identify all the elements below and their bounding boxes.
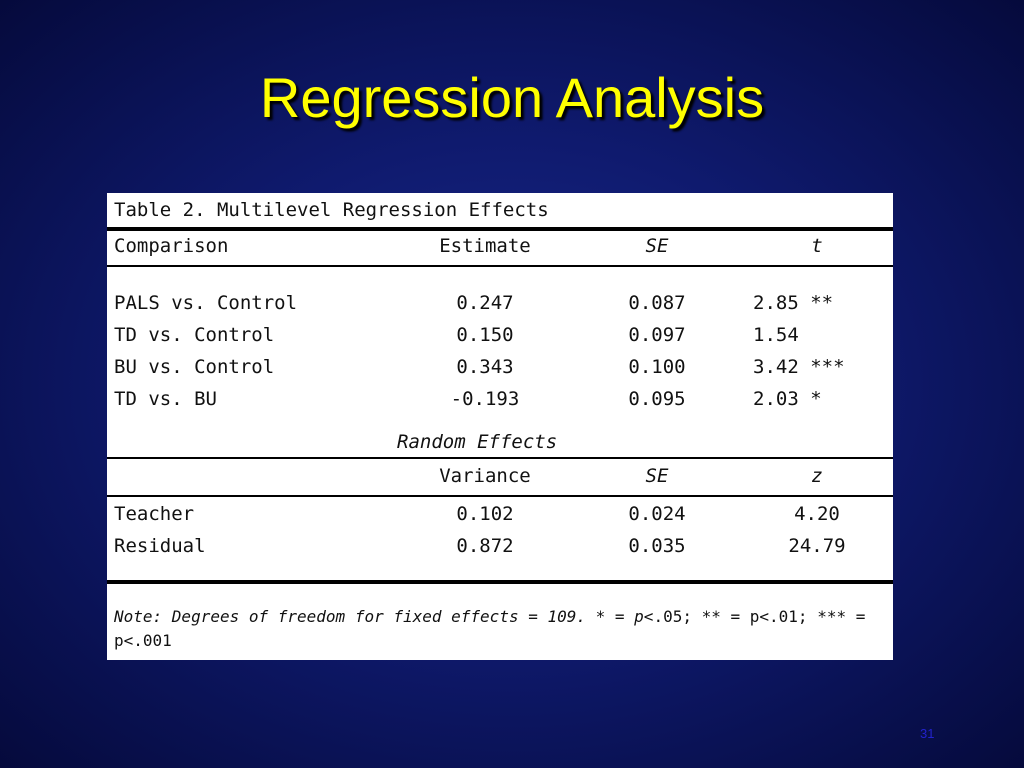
row-variance: 0.102	[456, 503, 514, 525]
rule-header	[107, 265, 893, 267]
row-label: Residual	[114, 535, 206, 557]
header-comparison: Comparison	[114, 235, 229, 257]
header-estimate: Estimate	[439, 235, 531, 257]
row-t: 1.54	[753, 324, 799, 346]
random-effects-title: Random Effects	[397, 431, 558, 453]
rule-bottom	[107, 580, 893, 584]
fixed-header-row: Comparison Estimate SE t	[107, 231, 893, 261]
note-a: .05; ** = p<	[653, 607, 770, 626]
row-se: 0.024	[628, 503, 686, 525]
table-row: BU vs. Control 0.343 0.100 3.42 ***	[107, 352, 893, 382]
row-se: 0.035	[628, 535, 686, 557]
table-note: Note: Degrees of freedom for fixed effec…	[114, 605, 889, 653]
table-row: Residual 0.872 0.035 24.79	[107, 531, 893, 561]
header-t: t	[811, 235, 823, 257]
note-prefix: Note: Degrees of freedom for fixed effec…	[114, 607, 654, 626]
row-z: 24.79	[788, 535, 846, 557]
row-z: 4.20	[794, 503, 840, 525]
note-c: .001	[133, 631, 172, 650]
random-effects-title-row: Random Effects	[107, 427, 893, 457]
row-estimate: 0.150	[456, 324, 514, 346]
row-label: PALS vs. Control	[114, 292, 298, 314]
header-variance: Variance	[439, 465, 531, 487]
table-caption: Table 2. Multilevel Regression Effects	[107, 195, 893, 225]
row-se: 0.100	[628, 356, 686, 378]
rule-random-header	[107, 495, 893, 497]
table-row: TD vs. Control 0.150 0.097 1.54	[107, 320, 893, 350]
rule-top	[107, 227, 893, 231]
row-estimate: -0.193	[450, 388, 520, 410]
row-se: 0.097	[628, 324, 686, 346]
rule-random	[107, 457, 893, 459]
row-se: 0.087	[628, 292, 686, 314]
header-se-random: SE	[645, 465, 669, 487]
row-se: 0.095	[628, 388, 686, 410]
header-se: SE	[645, 235, 669, 257]
row-label: TD vs. BU	[114, 388, 217, 410]
regression-table: Table 2. Multilevel Regression Effects C…	[107, 193, 893, 660]
row-estimate: 0.343	[456, 356, 514, 378]
table-row: Teacher 0.102 0.024 4.20	[107, 499, 893, 529]
slide-title: Regression Analysis	[259, 66, 765, 129]
random-header-row: Variance SE z	[107, 461, 893, 491]
row-label: BU vs. Control	[114, 356, 275, 378]
slide-number: 31	[920, 726, 935, 741]
note-b: .01; *** = p<	[114, 607, 866, 650]
row-t: 2.85 **	[753, 292, 834, 314]
row-t: 2.03 *	[753, 388, 822, 410]
header-z: z	[811, 465, 823, 487]
row-label: TD vs. Control	[114, 324, 275, 346]
row-label: Teacher	[114, 503, 195, 525]
row-t: 3.42 ***	[753, 356, 845, 378]
row-estimate: 0.247	[456, 292, 514, 314]
table-row: TD vs. BU -0.193 0.095 2.03 *	[107, 384, 893, 414]
table-caption-text: Table 2. Multilevel Regression Effects	[114, 199, 549, 221]
table-row: PALS vs. Control 0.247 0.087 2.85 **	[107, 288, 893, 318]
row-variance: 0.872	[456, 535, 514, 557]
